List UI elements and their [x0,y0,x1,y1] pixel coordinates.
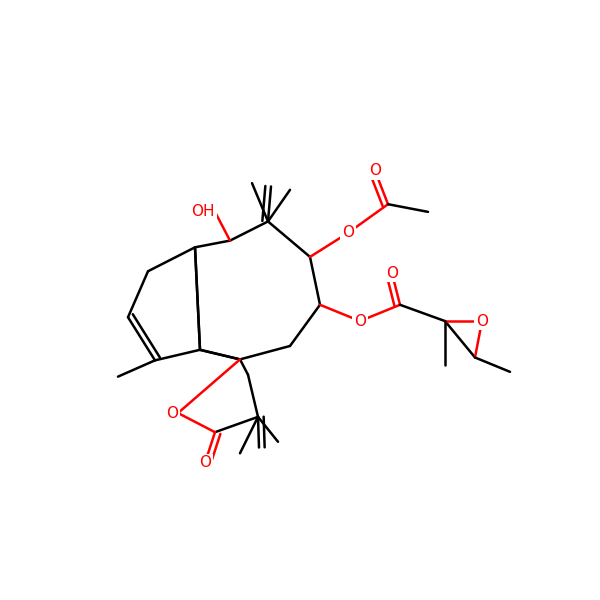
Text: OH: OH [191,205,215,220]
Text: O: O [354,314,366,329]
Text: O: O [386,266,398,281]
Text: O: O [369,163,381,178]
Text: O: O [166,406,178,421]
Text: O: O [342,226,354,241]
Text: O: O [476,314,488,329]
Text: O: O [199,455,211,470]
